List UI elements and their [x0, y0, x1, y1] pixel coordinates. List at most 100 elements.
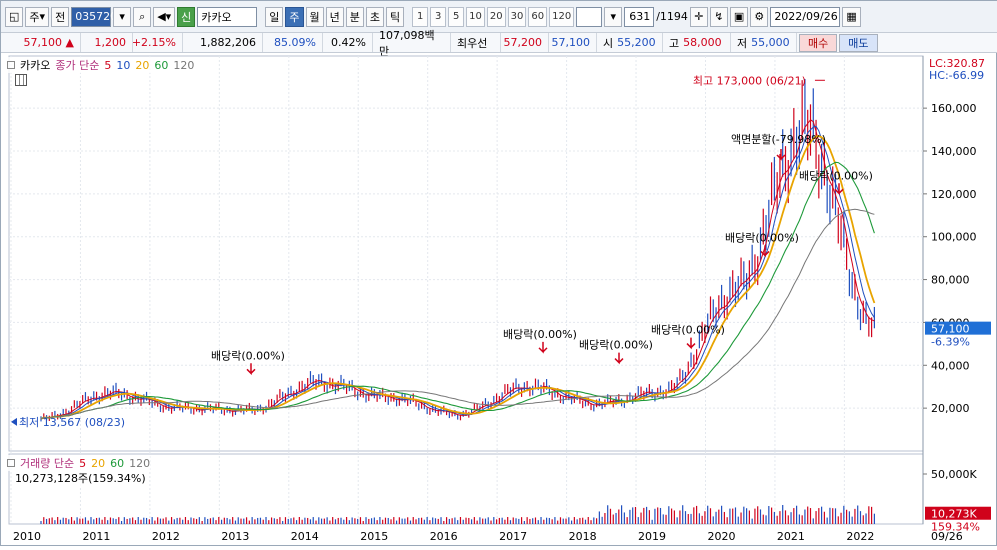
chart-grid-toggle[interactable]: [15, 74, 27, 86]
date-input[interactable]: 2022/09/26: [770, 6, 841, 27]
buy-button[interactable]: 매수: [799, 33, 838, 52]
high-price: 고 58,000: [663, 33, 731, 52]
dividend-arrow-icon: [614, 352, 624, 365]
up-arrow-icon: ▲: [65, 36, 74, 49]
y-tick-label: 120,000: [931, 188, 977, 201]
volume-legend-ma120[interactable]: 120: [129, 456, 151, 470]
last-price-label: 57,100: [931, 323, 970, 336]
period-year[interactable]: 년: [325, 6, 344, 27]
sound-icon[interactable]: ◀▾: [153, 6, 176, 27]
x-tick-label: 2013: [221, 530, 249, 543]
interval-30[interactable]: 30: [507, 6, 527, 27]
max-annotation: 최고 173,000 (06/21): [693, 74, 806, 87]
dividend-annotation: 배당락(0.00%): [579, 339, 653, 352]
high-value: 58,000: [683, 36, 722, 49]
ma60-line: [40, 161, 875, 420]
turnover-rate: 0.42%: [323, 33, 373, 52]
period-tick[interactable]: 틱: [386, 6, 405, 27]
price-legend: 카카오 종가 단순 5 10 20 60 120: [7, 57, 195, 73]
last-pct-label: -6.39%: [931, 336, 970, 349]
interval-custom-input[interactable]: [576, 6, 603, 27]
legend-ma60[interactable]: 60: [154, 58, 169, 72]
chart-type-icon[interactable]: ◱: [5, 6, 24, 27]
y-tick-label: 100,000: [931, 231, 977, 244]
dividend-annotation: 배당락(0.00%): [651, 324, 725, 337]
legend-ma5[interactable]: 5: [104, 58, 112, 72]
interval-120[interactable]: 120: [549, 6, 575, 27]
min-annotation: 최저 13,567 (08/23): [19, 416, 125, 429]
open-value: 55,200: [617, 36, 656, 49]
x-end-label: 09/26: [931, 530, 963, 543]
interval-dropdown-icon[interactable]: ▾: [604, 6, 623, 27]
legend-ma120[interactable]: 120: [173, 58, 195, 72]
y-tick-label: 40,000: [931, 359, 970, 372]
x-tick-label: 2016: [430, 530, 458, 543]
chart-svg[interactable]: 20,00040,00060,00080,000100,000120,00014…: [1, 54, 997, 547]
volume-legend-ma20[interactable]: 20: [91, 456, 106, 470]
interval-10[interactable]: 10: [466, 6, 485, 27]
low-price: 저 55,000: [731, 33, 797, 52]
legend-ma10[interactable]: 10: [116, 58, 131, 72]
low-label: 저: [737, 36, 748, 50]
x-tick-label: 2018: [569, 530, 597, 543]
search-icon[interactable]: ⌕: [133, 6, 152, 27]
interval-20[interactable]: 20: [486, 6, 506, 27]
min-arrow-icon: [11, 417, 17, 426]
code-dropdown-icon[interactable]: ▾: [113, 6, 132, 27]
toolbar: ◱ 주 ▾ 전 035720 ▾ ⌕ ◀▾ 신 카카오 일 주 월 년 분 초 틱…: [1, 1, 997, 33]
legend-stock-name: 카카오: [20, 59, 51, 72]
save-icon[interactable]: ▣: [729, 6, 749, 27]
volume-ratio: 85.09%: [263, 33, 323, 52]
volume-info: 10,273,128주(159.34%): [15, 470, 146, 486]
low-value: 55,000: [751, 36, 790, 49]
interval-5[interactable]: 5: [448, 6, 465, 27]
mode2-button[interactable]: 전: [51, 6, 70, 27]
stock-name-field[interactable]: 카카오: [197, 6, 258, 27]
x-tick-label: 2012: [152, 530, 180, 543]
hc-value: HC:-66.99: [929, 69, 985, 82]
count-input[interactable]: 631: [624, 6, 655, 27]
period-day[interactable]: 일: [265, 6, 284, 27]
legend-box-icon: [7, 61, 15, 69]
chart-area[interactable]: 20,00040,00060,00080,000100,000120,00014…: [1, 54, 997, 547]
volume-legend-name: 거래량 단순: [20, 457, 75, 470]
y-tick-label: 80,000: [931, 274, 970, 287]
change-amount: 1,200: [81, 33, 133, 52]
x-tick-label: 2020: [707, 530, 735, 543]
best-quote-label: 최우선: [451, 33, 501, 52]
interval-3[interactable]: 3: [430, 6, 447, 27]
calendar-icon[interactable]: ▦: [842, 6, 861, 27]
ma20-line: [40, 135, 876, 420]
x-tick-label: 2015: [360, 530, 388, 543]
volume-legend-box-icon: [7, 459, 15, 467]
period-second[interactable]: 초: [365, 6, 385, 27]
y-tick-label: 140,000: [931, 145, 977, 158]
settings-icon[interactable]: ⚙: [750, 6, 769, 27]
trend-icon[interactable]: ↯: [709, 6, 728, 27]
x-tick-label: 2021: [777, 530, 805, 543]
period-month[interactable]: 월: [305, 6, 324, 27]
lc-value: LC:320.87: [929, 57, 986, 70]
volume-panel: [8, 453, 924, 525]
code-input[interactable]: 035720: [71, 6, 117, 27]
x-tick-label: 2010: [13, 530, 41, 543]
mode-select[interactable]: 주 ▾: [25, 6, 50, 27]
open-label: 시: [603, 36, 614, 50]
dividend-annotation: 배당락(0.00%): [799, 169, 873, 182]
dividend-arrow-icon: [760, 245, 770, 258]
period-week[interactable]: 주: [285, 6, 304, 27]
legend-kind: 종가 단순: [55, 59, 100, 72]
interval-60[interactable]: 60: [528, 6, 548, 27]
legend-ma20[interactable]: 20: [135, 58, 150, 72]
interval-1[interactable]: 1: [412, 6, 429, 27]
x-tick-label: 2022: [846, 530, 874, 543]
volume-legend-ma60[interactable]: 60: [110, 456, 125, 470]
crosshair-icon[interactable]: ✛: [689, 6, 708, 27]
split-arrow-icon: [776, 149, 786, 161]
period-minute[interactable]: 분: [345, 6, 364, 27]
sell-button[interactable]: 매도: [839, 33, 878, 52]
last-volume-tag: [925, 506, 991, 520]
volume-legend-ma5[interactable]: 5: [79, 456, 87, 470]
high-label: 고: [669, 36, 680, 50]
x-tick-label: 2017: [499, 530, 527, 543]
